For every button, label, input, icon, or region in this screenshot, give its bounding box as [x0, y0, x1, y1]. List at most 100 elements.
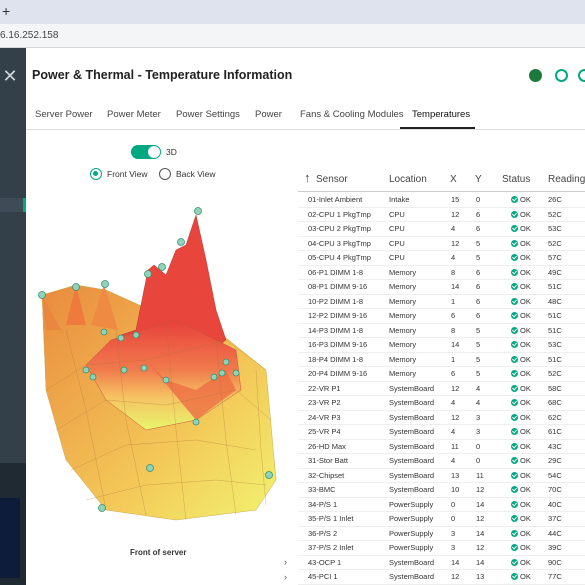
table-row[interactable]: 04-CPU 3 PkgTmp CPU 12 5 OK 52C — [298, 237, 585, 251]
address-bar[interactable]: 6.16.252.158 — [0, 24, 585, 48]
table-row[interactable]: 43-OCP 1 SystemBoard 14 14 OK 90C — [298, 556, 585, 570]
sort-arrow-icon[interactable]: ↑ — [304, 170, 311, 185]
table-row[interactable]: 14-P3 DIMM 1-8 Memory 8 5 OK 51C — [298, 324, 585, 338]
power-status-icon[interactable] — [529, 69, 542, 82]
table-row[interactable]: 05-CPU 4 PkgTmp CPU 4 5 OK 57C — [298, 251, 585, 266]
cell-location: CPU — [389, 238, 405, 248]
tab-power-meter[interactable]: Power Meter — [107, 109, 161, 120]
col-header-status[interactable]: Status — [502, 174, 531, 185]
cell-status: OK — [520, 354, 531, 364]
back-view-radio[interactable] — [159, 168, 171, 180]
col-header-y[interactable]: Y — [475, 174, 482, 185]
table-row[interactable]: 33-BMC SystemBoard 10 12 OK 70C — [298, 483, 585, 498]
table-row[interactable]: 02-CPU 1 PkgTmp CPU 12 6 OK 52C — [298, 208, 585, 222]
cell-location: Memory — [389, 311, 417, 320]
cell-reading: 62C — [548, 412, 562, 422]
table-row[interactable]: 06-P1 DIMM 1-8 Memory 8 6 OK 49C — [298, 266, 585, 280]
table-row[interactable]: 18-P4 DIMM 1-8 Memory 1 5 OK 51C — [298, 353, 585, 367]
table-row[interactable]: 03-CPU 2 PkgTmp CPU 4 6 OK 53C — [298, 222, 585, 237]
cell-status: OK — [520, 282, 531, 291]
table-row[interactable]: 31-Stor Batt SystemBoard 4 0 OK 29C — [298, 454, 585, 469]
cell-reading: 37C — [548, 514, 562, 523]
table-row[interactable]: 35-P/S 1 Inlet PowerSupply 0 12 OK 37C — [298, 512, 585, 527]
chevron-right-icon[interactable]: › — [284, 572, 287, 582]
status-ok-icon — [511, 486, 518, 493]
tab-server-power[interactable]: Server Power — [35, 109, 93, 120]
cell-x: 1 — [451, 354, 456, 364]
cell-status: OK — [520, 267, 531, 277]
new-tab-icon[interactable]: + — [2, 3, 11, 19]
health-icon[interactable] — [555, 69, 568, 82]
front-view-radio[interactable] — [90, 168, 102, 180]
cell-location: SystemBoard — [389, 557, 435, 567]
cell-reading: 52C — [548, 209, 562, 219]
chevron-right-icon[interactable]: › — [284, 557, 287, 567]
table-row[interactable]: 26-HD Max SystemBoard 11 0 OK 43C — [298, 440, 585, 454]
status-ok-icon — [511, 210, 518, 218]
table-row[interactable]: 24-VR P3 SystemBoard 12 3 OK 62C — [298, 411, 585, 425]
uid-icon[interactable] — [578, 69, 585, 82]
cell-sensor: 16-P3 DIMM 9-16 — [308, 340, 368, 349]
url-text[interactable]: 6.16.252.158 — [0, 30, 59, 41]
cell-x: 3 — [451, 528, 456, 538]
table-row[interactable]: 10-P2 DIMM 1-8 Memory 1 6 OK 48C — [298, 295, 585, 309]
cell-reading: 52C — [548, 238, 562, 248]
cell-y: 6 — [476, 311, 481, 320]
col-header-location[interactable]: Location — [389, 174, 427, 185]
col-header-x[interactable]: X — [450, 174, 457, 185]
status-ok-icon — [511, 573, 518, 580]
cell-sensor: 06-P1 DIMM 1-8 — [308, 267, 364, 277]
cell-reading: 54C — [548, 470, 562, 480]
cell-y: 14 — [476, 557, 485, 567]
cell-x: 4 — [451, 427, 456, 436]
tab-temperatures[interactable]: Temperatures — [412, 109, 471, 120]
cell-reading: 48C — [548, 296, 562, 306]
header-divider — [298, 191, 585, 192]
thermal-3d-surface[interactable] — [26, 190, 286, 530]
tab-power[interactable]: Power — [255, 109, 282, 120]
table-row[interactable]: 08-P1 DIMM 9-16 Memory 14 6 OK 51C — [298, 280, 585, 295]
cell-sensor: 37-P/S 2 Inlet — [308, 543, 354, 552]
close-icon[interactable]: ✕ — [2, 66, 18, 86]
cell-status: OK — [520, 470, 531, 480]
table-row[interactable]: 22-VR P1 SystemBoard 12 4 OK 58C — [298, 382, 585, 396]
table-row[interactable]: 32-Chipset SystemBoard 13 11 OK 54C — [298, 469, 585, 483]
table-row[interactable]: 36-P/S 2 PowerSupply 3 14 OK 44C — [298, 527, 585, 541]
table-row[interactable]: 01-Inlet Ambient Intake 15 0 OK 26C — [298, 193, 585, 208]
nav-thumbnail[interactable] — [0, 498, 20, 578]
cell-x: 12 — [451, 238, 460, 248]
cell-reading: 39C — [548, 543, 562, 552]
table-row[interactable]: 12-P2 DIMM 9-16 Memory 6 6 OK 51C — [298, 309, 585, 324]
cell-reading: 49C — [548, 267, 562, 277]
tab-power-settings[interactable]: Power Settings — [176, 109, 240, 120]
cell-y: 4 — [476, 383, 481, 393]
cell-location: SystemBoard — [389, 383, 435, 393]
cell-location: Memory — [389, 340, 417, 349]
col-header-reading[interactable]: Reading — [548, 174, 585, 185]
cell-sensor: 36-P/S 2 — [308, 528, 338, 538]
cell-x: 4 — [451, 398, 456, 407]
cell-sensor: 35-P/S 1 Inlet — [308, 514, 354, 523]
table-row[interactable]: 16-P3 DIMM 9-16 Memory 14 5 OK 53C — [298, 338, 585, 353]
cell-status: OK — [520, 441, 531, 451]
nav-selected-item[interactable] — [0, 198, 26, 212]
cell-status: OK — [520, 340, 531, 349]
status-ok-icon — [511, 297, 518, 305]
front-view-label: Front View — [107, 169, 148, 179]
table-row[interactable]: 20-P4 DIMM 9-16 Memory 6 5 OK 52C — [298, 367, 585, 382]
table-row[interactable]: 34-P/S 1 PowerSupply 0 14 OK 40C — [298, 498, 585, 512]
table-row[interactable]: 37-P/S 2 Inlet PowerSupply 3 12 OK 39C — [298, 541, 585, 556]
table-row[interactable]: 23-VR P2 SystemBoard 4 4 OK 68C — [298, 396, 585, 411]
tab-fans-cooling[interactable]: Fans & Cooling Modules — [300, 109, 404, 120]
cell-sensor: 31-Stor Batt — [308, 456, 349, 465]
cell-y: 6 — [476, 209, 481, 219]
cell-status: OK — [520, 253, 531, 262]
col-header-sensor[interactable]: Sensor — [316, 174, 348, 185]
cell-status: OK — [520, 427, 531, 436]
cell-x: 3 — [451, 543, 456, 552]
cell-status: OK — [520, 325, 531, 335]
cell-x: 14 — [451, 340, 460, 349]
table-row[interactable]: 45-PCI 1 SystemBoard 12 13 OK 77C — [298, 570, 585, 585]
table-row[interactable]: 25-VR P4 SystemBoard 4 3 OK 61C — [298, 425, 585, 440]
3d-toggle[interactable] — [131, 145, 161, 159]
